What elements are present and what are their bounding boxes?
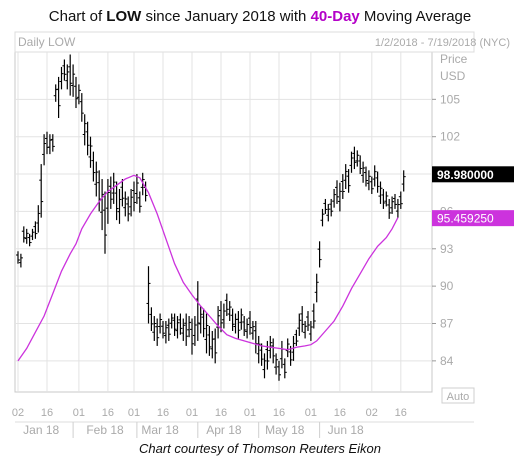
moving-average-line xyxy=(17,174,399,362)
header-left-label: Daily LOW xyxy=(18,35,76,49)
price-series xyxy=(16,54,406,381)
auto-scale-label: Auto xyxy=(447,391,470,403)
title-suffix: Moving Average xyxy=(359,8,472,25)
y-tick-label: 90 xyxy=(440,279,454,293)
title-ticker: LOW xyxy=(106,8,142,25)
x-tick-label: 16 xyxy=(395,407,407,419)
y-tick-label: 93 xyxy=(440,242,454,256)
chart-caption: Chart courtesy of Thomson Reuters Eikon xyxy=(138,441,382,456)
y-tick-label: 102 xyxy=(440,130,460,144)
month-label: Mar 18 xyxy=(141,423,179,437)
month-label: Feb 18 xyxy=(86,423,124,437)
chart-title: Chart of LOW since January 2018 with 40-… xyxy=(0,8,520,25)
x-tick-label: 16 xyxy=(334,407,346,419)
month-label: Jun 18 xyxy=(328,423,364,437)
x-tick-label: 02 xyxy=(366,407,378,419)
title-prefix: Chart of xyxy=(48,8,107,25)
month-label: Jan 18 xyxy=(23,423,59,437)
x-tick-label: 02 xyxy=(12,407,24,419)
x-tick-label: 16 xyxy=(157,407,169,419)
grid-layer xyxy=(14,31,475,393)
x-tick-label: 01 xyxy=(128,407,140,419)
last-price-badge xyxy=(432,166,514,183)
y-tick-label: 105 xyxy=(440,92,460,106)
title-middle: since January 2018 with xyxy=(141,8,311,25)
x-tick-label: 01 xyxy=(186,407,198,419)
x-tick-label: 01 xyxy=(244,407,256,419)
auto-scale-box xyxy=(441,387,475,404)
label-layer: Daily LOW 1/2/2018 - 7/19/2018 (NYC) Price… xyxy=(18,35,514,404)
ma-value-label: 95.459250 xyxy=(437,212,494,226)
x-tick-label: 16 xyxy=(102,407,114,419)
x-tick-label: 16 xyxy=(41,407,53,419)
title-ma-label: 40-Day xyxy=(310,8,360,25)
plot-frame xyxy=(14,51,433,393)
month-label: Apr 18 xyxy=(206,423,242,437)
header-frame xyxy=(14,31,475,53)
x-tick-label: 01 xyxy=(305,407,317,419)
header-right-label: 1/2/2018 - 7/19/2018 (NYC) xyxy=(375,37,510,49)
x-tick-label: 01 xyxy=(73,407,85,419)
x-tick-label: 16 xyxy=(215,407,227,419)
y-tick-label: 87 xyxy=(440,317,454,331)
x-tick-label: 16 xyxy=(273,407,285,419)
ma-value-badge xyxy=(432,210,514,227)
currency-axis-label: USD xyxy=(440,69,466,83)
series-layer xyxy=(16,54,406,381)
y-tick-label: 84 xyxy=(440,354,454,368)
month-label: May 18 xyxy=(265,423,305,437)
price-axis-label: Price xyxy=(440,52,468,66)
last-price-label: 98.980000 xyxy=(437,168,494,182)
